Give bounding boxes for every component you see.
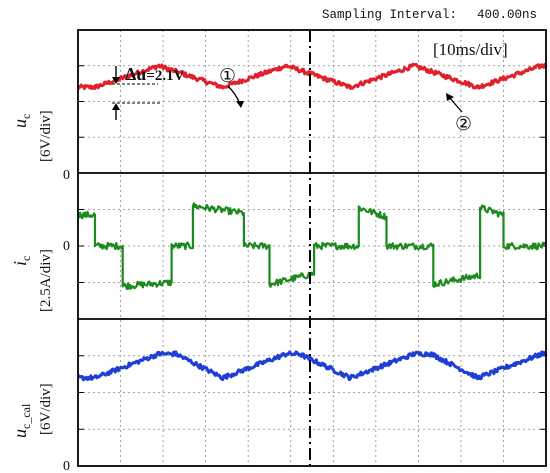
delta-u-value: =2.1V bbox=[146, 68, 184, 84]
uc-zero-label: 0 bbox=[63, 168, 70, 183]
delta-bottom-arrowhead bbox=[112, 103, 120, 110]
time-scale-label: [10ms/div] bbox=[433, 40, 508, 59]
delta-top-arrowhead bbox=[112, 77, 120, 84]
marker-1-label: ① bbox=[219, 66, 236, 87]
marker-2-arrowhead bbox=[446, 93, 454, 101]
uc-scale-label: [6V/div] bbox=[38, 110, 54, 162]
ic-scale-label: [2.5A/div] bbox=[38, 249, 54, 312]
ic-trace bbox=[77, 202, 547, 291]
ic-label-main: i bbox=[10, 261, 30, 266]
uc-label-sub: c bbox=[19, 114, 33, 119]
ic-axis-label: ic bbox=[10, 256, 33, 266]
uc-trace bbox=[76, 62, 548, 91]
ucal-trace bbox=[76, 350, 548, 382]
ucal-label-sub: c_cal bbox=[19, 403, 33, 429]
ucal-scale-label: [6V/div] bbox=[38, 383, 54, 435]
svg-text:uc_cal: uc_cal bbox=[10, 403, 33, 438]
marker-2-arrow bbox=[448, 96, 463, 113]
ucal-zero-label: 0 bbox=[63, 459, 70, 473]
marker-1-arrowhead bbox=[236, 101, 244, 108]
svg-text:Δu=2.1V: Δu=2.1V bbox=[125, 64, 185, 84]
marker-2-label: ② bbox=[455, 114, 472, 135]
grid bbox=[78, 30, 546, 466]
sampling-interval-label: Sampling Interval: bbox=[322, 8, 457, 22]
delta-u-annotation: Δu=2.1V bbox=[112, 64, 185, 120]
uc-label-main: u bbox=[10, 119, 30, 128]
ucal-label-main: u bbox=[10, 429, 30, 438]
sampling-interval-value: 400.00ns bbox=[477, 8, 537, 22]
ic-zero-label: 0 bbox=[63, 239, 70, 254]
svg-text:ic: ic bbox=[10, 256, 33, 266]
scope-frame bbox=[77, 29, 547, 467]
ucal-axis-label: uc_cal bbox=[10, 403, 33, 438]
uc-axis-label: uc bbox=[10, 114, 33, 128]
delta-u-symbol: Δu bbox=[125, 64, 146, 84]
traces bbox=[76, 62, 548, 382]
ic-label-sub: c bbox=[19, 256, 33, 261]
svg-text:uc: uc bbox=[10, 114, 33, 128]
